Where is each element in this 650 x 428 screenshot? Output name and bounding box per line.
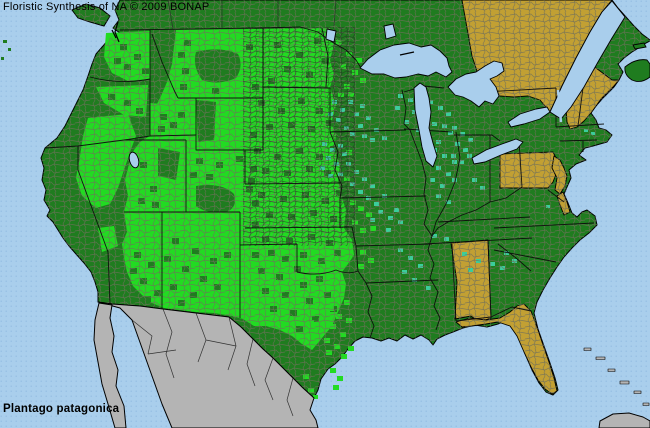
bahamas-islands (583, 347, 650, 406)
st-lawrence-river (549, 0, 626, 120)
lake-superior (359, 42, 453, 79)
region-nova-scotia (624, 59, 650, 82)
county-square (348, 346, 354, 351)
region-cuba (598, 412, 650, 428)
landmass (1, 0, 650, 399)
county-square (337, 376, 343, 381)
state-borders (44, 26, 605, 339)
isle-royale (399, 51, 415, 56)
maritime-canada (111, 21, 650, 82)
lake-erie (471, 138, 524, 165)
great-salt-lake (128, 151, 140, 169)
great-lakes (128, 0, 626, 169)
county-square (313, 395, 318, 399)
region-baja (93, 302, 127, 428)
lake-huron (447, 60, 505, 108)
lake-of-the-woods (325, 28, 337, 43)
lake-michigan (413, 82, 438, 168)
region-pei (632, 42, 647, 50)
mexico-state-borders (131, 308, 294, 417)
non-us-land (93, 301, 650, 428)
lake-nipigon (383, 23, 397, 40)
county-square (333, 385, 339, 390)
coastal-inlets (111, 21, 120, 43)
county-square (330, 368, 336, 373)
lake-champlain (556, 89, 563, 123)
province-borders (167, 0, 337, 30)
region-mexico (97, 301, 319, 428)
county-square (341, 354, 347, 359)
